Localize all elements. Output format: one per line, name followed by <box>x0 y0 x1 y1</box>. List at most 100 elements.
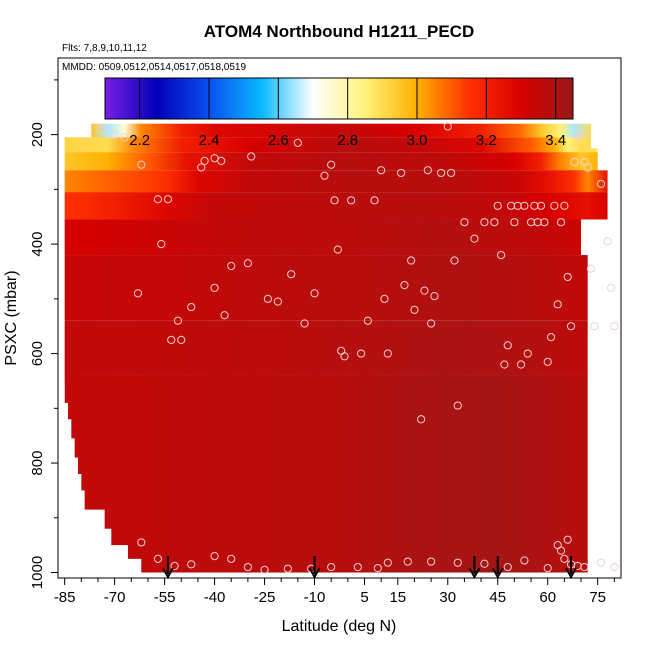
sample-point <box>400 281 409 290</box>
y-tick-label: 600 <box>29 341 46 366</box>
sample-point <box>137 538 146 547</box>
sample-point <box>523 349 532 358</box>
sample-point <box>320 171 329 180</box>
sample-point <box>583 163 592 172</box>
sample-point <box>590 322 599 331</box>
sample-point <box>543 357 552 366</box>
sample-point <box>520 201 529 210</box>
sample-point <box>480 218 489 227</box>
x-axis-label: Latitude (deg N) <box>282 618 397 635</box>
sample-point <box>273 297 282 306</box>
sample-point <box>287 270 296 279</box>
sample-point <box>423 166 432 175</box>
sample-point <box>427 557 436 566</box>
heatmap-layers <box>64 123 608 573</box>
y-tick-label: 400 <box>29 232 46 257</box>
sample-point <box>450 256 459 265</box>
sample-point <box>563 272 572 282</box>
profile-arrow <box>162 556 174 580</box>
sample-point <box>227 554 236 563</box>
sample-point <box>197 163 206 172</box>
sample-point <box>503 562 512 572</box>
x-tick-label: 30 <box>439 589 456 606</box>
sample-point <box>533 218 542 227</box>
colorbar <box>104 77 574 120</box>
sample-point <box>610 562 619 572</box>
sample-point <box>410 305 419 314</box>
sample-point <box>210 154 219 163</box>
sample-point <box>603 237 612 246</box>
sample-point <box>187 560 196 569</box>
sample-point <box>363 316 372 325</box>
x-tick-label: 75 <box>589 589 606 606</box>
sample-point <box>200 156 209 166</box>
sample-point <box>530 201 539 210</box>
heatmap-layer <box>64 375 588 573</box>
x-axis: -85 -70 -55 -40 -25 -10 5 15 30 45 60 75 <box>54 578 615 606</box>
sample-point <box>163 195 173 204</box>
sample-point <box>283 564 292 573</box>
x-tick-label: 45 <box>489 589 506 606</box>
sample-point <box>427 319 436 328</box>
profile-arrow <box>468 556 481 580</box>
sample-point <box>327 562 336 572</box>
sample-point <box>110 130 119 139</box>
sample-point <box>187 302 196 312</box>
sample-point <box>417 415 426 424</box>
x-tick-label: -85 <box>54 589 76 606</box>
y-axis: 200 400 600 800 1000 <box>29 79 58 589</box>
missing-data-mask-right <box>591 58 621 578</box>
sample-point <box>453 401 462 410</box>
sample-point <box>516 360 526 369</box>
colorbar-tick-label: 3.4 <box>545 132 566 149</box>
chart-subtitle-dates: MMDD: 0509,0512,0514,0517,0518,0519 <box>62 62 246 73</box>
sample-point <box>430 292 439 301</box>
sample-point <box>566 322 576 331</box>
sample-point <box>447 168 456 178</box>
sample-point <box>300 319 309 328</box>
sample-point <box>550 201 559 210</box>
sample-point <box>560 554 569 563</box>
heatmap-layer <box>91 123 592 138</box>
sample-point <box>576 130 586 139</box>
sample-point <box>137 160 146 169</box>
heatmap-layer <box>64 219 582 256</box>
sample-point <box>210 552 219 561</box>
sample-point <box>437 168 446 178</box>
sample-point <box>370 196 379 205</box>
sample-point <box>153 554 163 563</box>
sample-point <box>347 196 356 205</box>
sample-point <box>453 558 462 567</box>
plot-frame <box>57 57 622 579</box>
sample-point <box>546 333 556 342</box>
x-tick-label: -25 <box>254 589 276 606</box>
sample-point <box>327 160 336 169</box>
sample-point <box>177 335 186 344</box>
sample-point <box>500 360 509 369</box>
x-tick-label: 60 <box>539 589 556 606</box>
sample-point <box>506 201 516 210</box>
sample-point <box>556 546 566 555</box>
sample-point <box>560 201 569 210</box>
y-axis-label: PSXC (mbar) <box>3 270 20 365</box>
sample-point <box>333 245 342 254</box>
sample-point <box>496 250 506 260</box>
sample-point <box>526 218 536 227</box>
sample-point <box>586 264 596 273</box>
sample-point <box>403 557 412 566</box>
heatmap-layer <box>64 137 598 153</box>
sample-point <box>580 562 589 572</box>
colorbar-tick-label: 2.6 <box>268 132 289 149</box>
heatmap-layer <box>64 170 608 193</box>
sample-point <box>373 564 382 573</box>
sample-point <box>173 316 183 325</box>
sample-point <box>310 289 319 298</box>
sample-point <box>260 565 269 574</box>
sample-point <box>503 341 512 350</box>
sample-point <box>383 558 392 567</box>
y-tick-label: 200 <box>29 122 46 147</box>
sample-point <box>543 564 552 573</box>
sample-point <box>606 283 616 292</box>
sample-point <box>133 289 143 298</box>
sample-point <box>340 352 349 361</box>
